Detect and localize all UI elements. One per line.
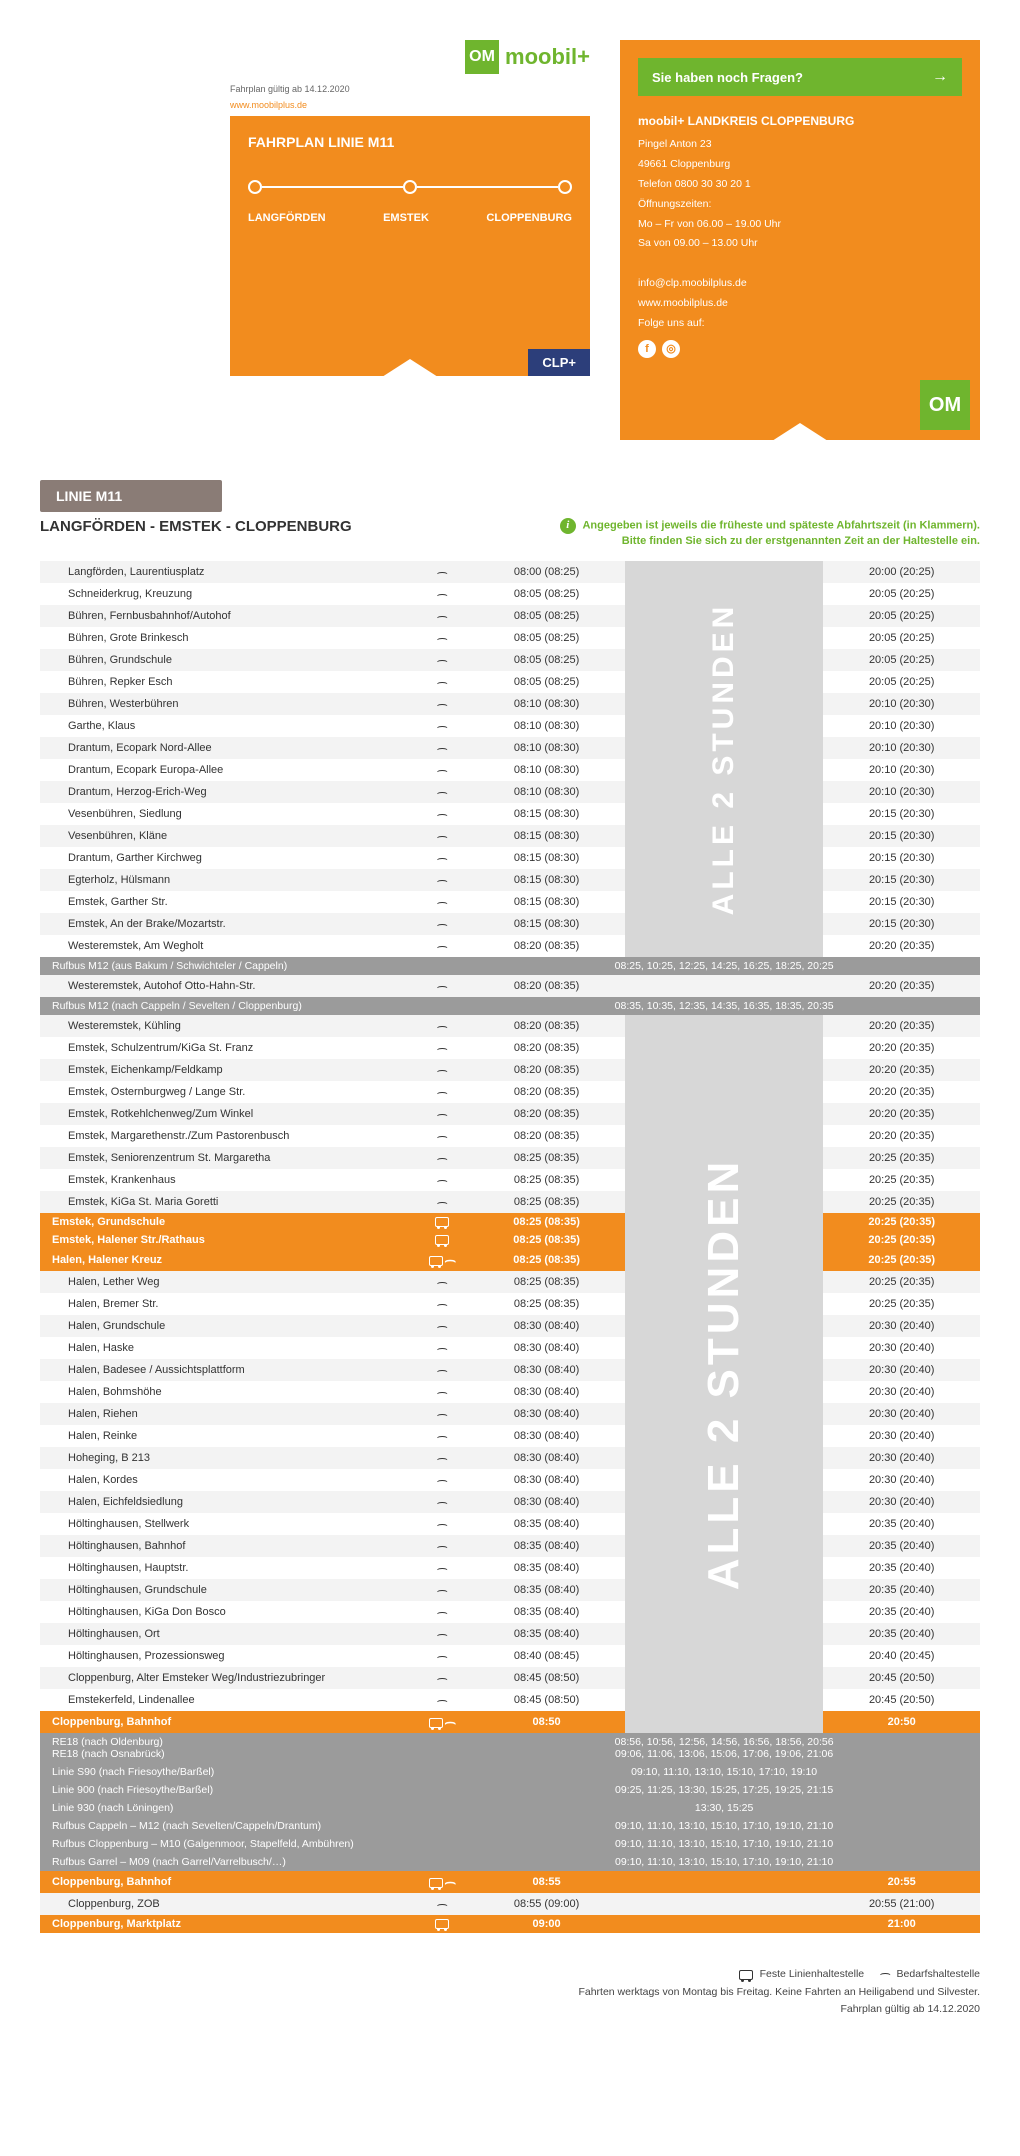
timetable-row: Emstekerfeld, Lindenallee⌢08:45 (08:50)2… (40, 1689, 980, 1711)
timetable-row: Schneiderkrug, Kreuzung⌢08:05 (08:25)20:… (40, 583, 980, 605)
timetable-row: Drantum, Herzog-Erich-Weg⌢08:10 (08:30)2… (40, 781, 980, 803)
footer: Feste Linienhaltestelle ⌢ Bedarfshaltest… (40, 1963, 980, 2017)
timetable-row: Emstek, Margarethenstr./Zum Pastorenbusc… (40, 1125, 980, 1147)
timetable-row: Halen, Grundschule⌢08:30 (08:40)20:30 (2… (40, 1315, 980, 1337)
instagram-icon[interactable]: ◎ (662, 340, 680, 358)
timetable-row: Höltinghausen, Stellwerk⌢08:35 (08:40)20… (40, 1513, 980, 1535)
timetable-row: Halen, Reinke⌢08:30 (08:40)20:30 (20:40) (40, 1425, 980, 1447)
demand-icon: ⌢ (879, 1963, 891, 1984)
connection-row: Rufbus M12 (aus Bakum / Schwichteler / C… (40, 957, 980, 975)
timetable-row: Höltinghausen, Hauptstr.⌢08:35 (08:40)20… (40, 1557, 980, 1579)
timetable-row: Emstek, Schulzentrum/KiGa St. Franz⌢08:2… (40, 1037, 980, 1059)
timetable-row: Vesenbühren, Kläne⌢08:15 (08:30)20:15 (2… (40, 825, 980, 847)
timetable-row: Höltinghausen, KiGa Don Bosco⌢08:35 (08:… (40, 1601, 980, 1623)
timetable-row: Cloppenburg, Marktplatz09:0021:00 (40, 1915, 980, 1933)
timetable-row: Emstek, KiGa St. Maria Goretti⌢08:25 (08… (40, 1191, 980, 1213)
timetable-row: Halen, Kordes⌢08:30 (08:40)20:30 (20:40) (40, 1469, 980, 1491)
timetable-row: Halen, Badesee / Aussichtsplattform⌢08:3… (40, 1359, 980, 1381)
connection-row: Rufbus Cloppenburg – M10 (Galgenmoor, St… (40, 1835, 980, 1853)
route-stop-3: CLOPPENBURG (486, 212, 572, 224)
info-icon: i (560, 518, 576, 534)
route-stop-2: EMSTEK (383, 212, 429, 224)
timetable-row: Emstek, Halener Str./Rathaus08:25 (08:35… (40, 1231, 980, 1249)
timetable-row: Bühren, Westerbühren⌢08:10 (08:30)20:10 … (40, 693, 980, 715)
card-title: FAHRPLAN LINIE M11 (248, 134, 572, 150)
valid-from-text: Fahrplan gültig ab 14.12.2020 (230, 84, 590, 94)
connection-row: Linie 930 (nach Löningen)13:30, 15:25 (40, 1799, 980, 1817)
contact-info: moobil+ LANDKREIS CLOPPENBURG Pingel Ant… (638, 110, 962, 358)
social-icons: f ◎ (638, 340, 962, 358)
timetable-row: Westeremstek, Autohof Otto-Hahn-Str.⌢08:… (40, 975, 980, 997)
connection-row: Rufbus Garrel – M09 (nach Garrel/Varrelb… (40, 1853, 980, 1871)
timetable-row: Emstek, Seniorenzentrum St. Margaretha⌢0… (40, 1147, 980, 1169)
timetable-row: Emstek, Krankenhaus⌢08:25 (08:35)20:25 (… (40, 1169, 980, 1191)
timetable-row: Langförden, Laurentiusplatz⌢08:00 (08:25… (40, 561, 980, 583)
info-note: i Angegeben ist jeweils die früheste und… (560, 518, 980, 549)
timetable-row: Emstek, Grundschule08:25 (08:35)20:25 (2… (40, 1213, 980, 1231)
timetable-row: Westeremstek, Kühling⌢08:20 (08:35)ALLE … (40, 1015, 980, 1037)
om-footer-logo: OM (920, 380, 970, 430)
timetable-row: Egterholz, Hülsmann⌢08:15 (08:30)20:15 (… (40, 869, 980, 891)
website-link[interactable]: www.moobilplus.de (230, 100, 307, 110)
timetable-row: Cloppenburg, ZOB⌢08:55 (09:00)20:55 (21:… (40, 1893, 980, 1915)
timetable-row: Bühren, Fernbusbahnhof/Autohof⌢08:05 (08… (40, 605, 980, 627)
connection-row: Linie S90 (nach Friesoythe/Barßel)09:10,… (40, 1763, 980, 1781)
timetable-row: Halen, Haske⌢08:30 (08:40)20:30 (20:40) (40, 1337, 980, 1359)
connection-row: Rufbus Cappeln – M12 (nach Sevelten/Capp… (40, 1817, 980, 1835)
timetable-row: Bühren, Grundschule⌢08:05 (08:25)20:05 (… (40, 649, 980, 671)
connection-row: Rufbus M12 (nach Cappeln / Sevelten / Cl… (40, 997, 980, 1015)
timetable-row: Emstek, Garther Str.⌢08:15 (08:30)20:15 … (40, 891, 980, 913)
timetable-row: Halen, Eichfeldsiedlung⌢08:30 (08:40)20:… (40, 1491, 980, 1513)
timetable-row: Emstek, Eichenkamp/Feldkamp⌢08:20 (08:35… (40, 1059, 980, 1081)
route-stop-1: LANGFÖRDEN (248, 212, 326, 224)
timetable-row: Drantum, Ecopark Nord-Allee⌢08:10 (08:30… (40, 737, 980, 759)
timetable-row: Bühren, Repker Esch⌢08:05 (08:25)20:05 (… (40, 671, 980, 693)
fahrplan-card: OM moobil+ Fahrplan gültig ab 14.12.2020… (230, 40, 590, 440)
timetable-row: Höltinghausen, Ort⌢08:35 (08:40)20:35 (2… (40, 1623, 980, 1645)
timetable-row: Drantum, Ecopark Europa-Allee⌢08:10 (08:… (40, 759, 980, 781)
timetable-row: Bühren, Grote Brinkesch⌢08:05 (08:25)20:… (40, 627, 980, 649)
timetable-row: Vesenbühren, Siedlung⌢08:15 (08:30)20:15… (40, 803, 980, 825)
route-subtitle: LANGFÖRDEN - EMSTEK - CLOPPENBURG (40, 518, 352, 535)
clp-badge: CLP+ (528, 349, 590, 376)
timetable-row: Emstek, An der Brake/Mozartstr.⌢08:15 (0… (40, 913, 980, 935)
om-icon: OM (465, 40, 499, 74)
timetable-row: Höltinghausen, Prozessionsweg⌢08:40 (08:… (40, 1645, 980, 1667)
timetable-row: Höltinghausen, Bahnhof⌢08:35 (08:40)20:3… (40, 1535, 980, 1557)
route-line (248, 180, 572, 194)
timetable-row: Höltinghausen, Grundschule⌢08:35 (08:40)… (40, 1579, 980, 1601)
timetable-row: Cloppenburg, Alter Emsteker Weg/Industri… (40, 1667, 980, 1689)
brand-text: moobil+ (505, 44, 590, 70)
timetable-row: Hoheging, B 213⌢08:30 (08:40)20:30 (20:4… (40, 1447, 980, 1469)
timetable-row: Cloppenburg, Bahnhof ⌢08:5520:55 (40, 1871, 980, 1893)
timetable-row: Westeremstek, Am Wegholt⌢08:20 (08:35)20… (40, 935, 980, 957)
header-cards: OM moobil+ Fahrplan gültig ab 14.12.2020… (40, 40, 980, 440)
timetable-row: Emstek, Osternburgweg / Lange Str.⌢08:20… (40, 1081, 980, 1103)
line-badge: LINIE M11 (40, 480, 222, 512)
contact-card: Sie haben noch Fragen? → moobil+ LANDKRE… (620, 40, 980, 440)
timetable-row: Halen, Bremer Str.⌢08:25 (08:35)20:25 (2… (40, 1293, 980, 1315)
brand-logo: OM moobil+ (465, 40, 590, 74)
bus-icon (739, 1970, 753, 1980)
facebook-icon[interactable]: f (638, 340, 656, 358)
connection-row: Linie 900 (nach Friesoythe/Barßel)09:25,… (40, 1781, 980, 1799)
timetable-row: Cloppenburg, Bahnhof ⌢08:5020:50 (40, 1711, 980, 1733)
timetable-row: Drantum, Garther Kirchweg⌢08:15 (08:30)2… (40, 847, 980, 869)
timetable-row: Halen, Bohmshöhe⌢08:30 (08:40)20:30 (20:… (40, 1381, 980, 1403)
connection-row: RE18 (nach Oldenburg)RE18 (nach Osnabrüc… (40, 1733, 980, 1763)
timetable-row: Halen, Riehen⌢08:30 (08:40)20:30 (20:40) (40, 1403, 980, 1425)
timetable-row: Halen, Lether Weg⌢08:25 (08:35)20:25 (20… (40, 1271, 980, 1293)
timetable-row: Halen, Halener Kreuz ⌢08:25 (08:35)20:25… (40, 1249, 980, 1271)
timetable-row: Garthe, Klaus⌢08:10 (08:30)20:10 (20:30) (40, 715, 980, 737)
timetable-row: Emstek, Rotkehlchenweg/Zum Winkel⌢08:20 … (40, 1103, 980, 1125)
timetable: Langförden, Laurentiusplatz⌢08:00 (08:25… (40, 561, 980, 1933)
questions-banner: Sie haben noch Fragen? → (638, 58, 962, 96)
